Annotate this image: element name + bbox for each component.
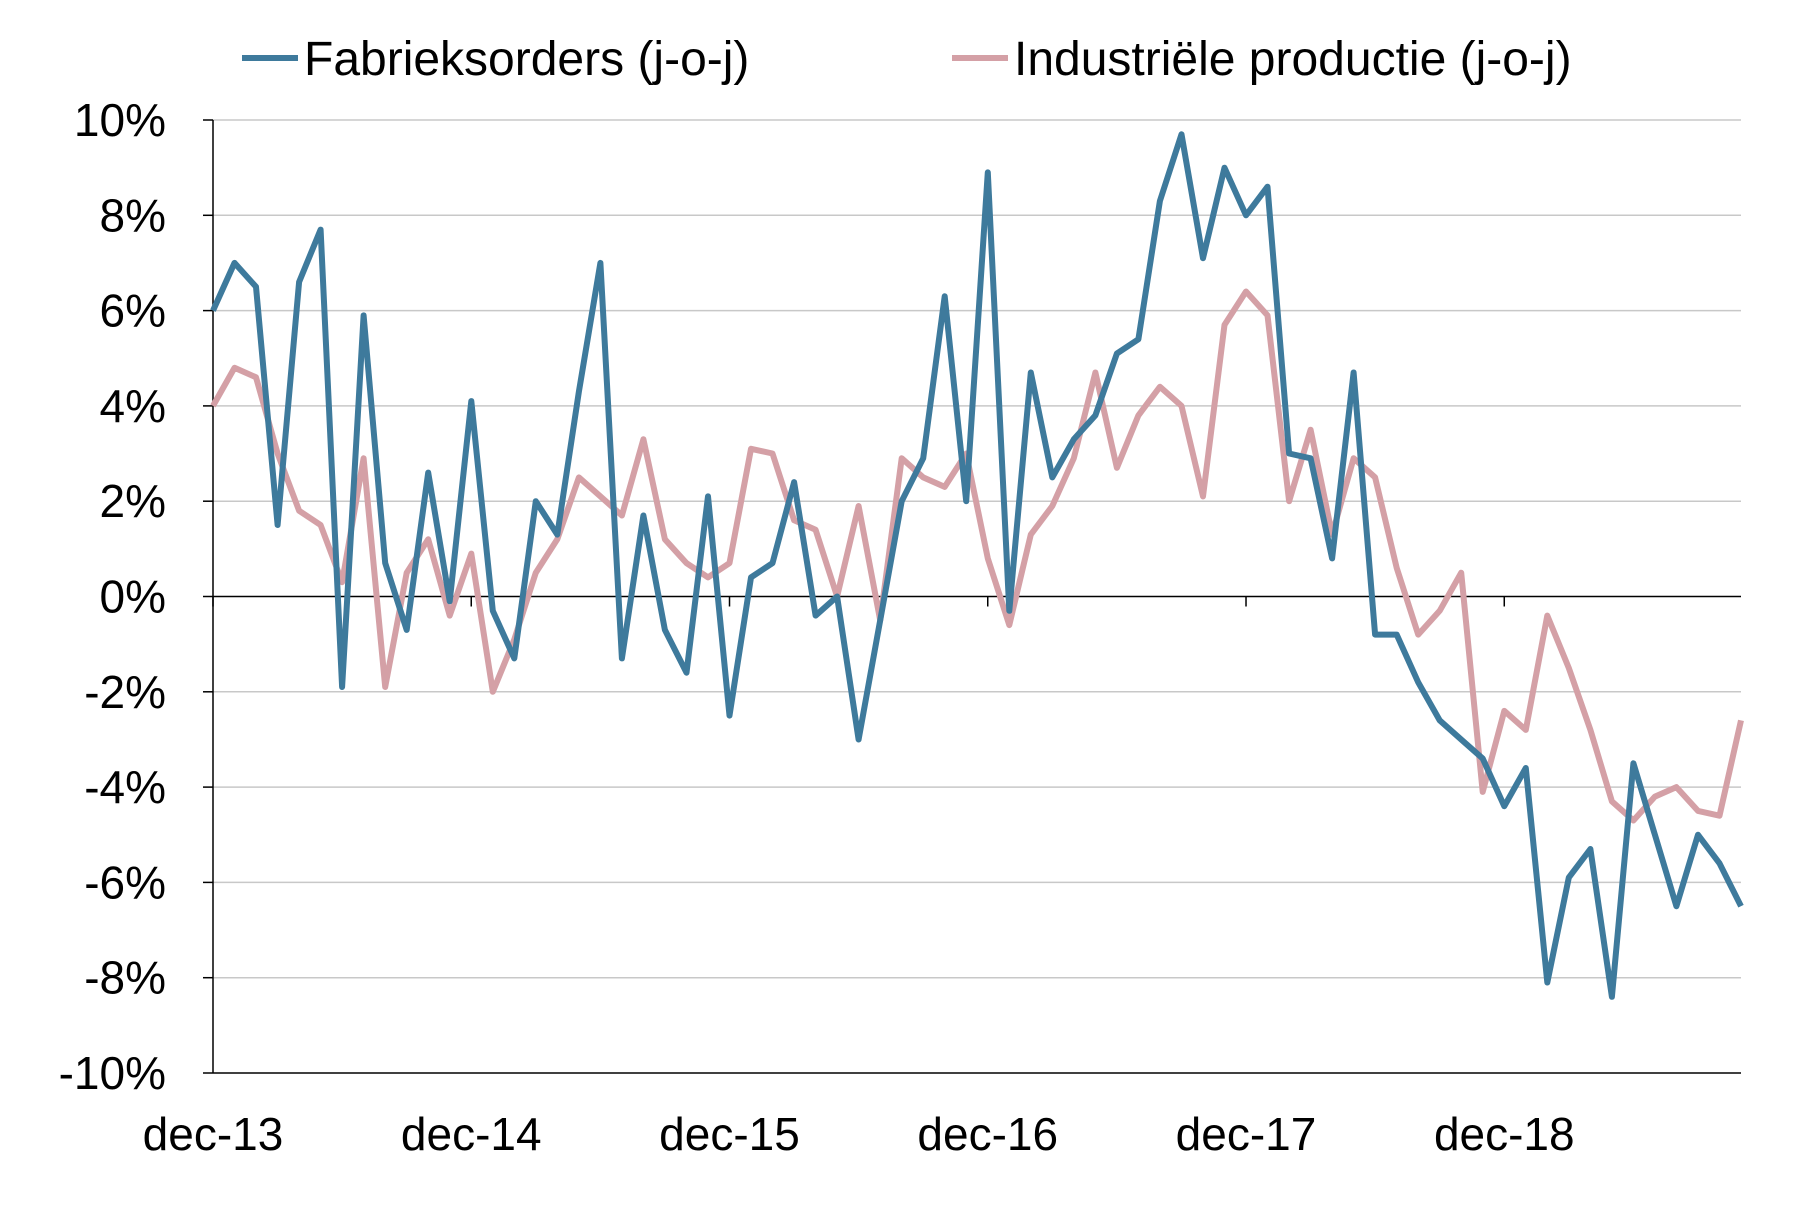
x-tick-label: dec-18 <box>1434 1108 1575 1160</box>
y-tick-label: 0% <box>100 571 166 623</box>
axes <box>203 119 1741 1074</box>
x-tick-label: dec-16 <box>917 1108 1058 1160</box>
x-tick-label: dec-13 <box>143 1108 284 1160</box>
series-lines <box>210 131 1744 1000</box>
y-tick-label: 10% <box>74 94 166 146</box>
y-tick-label: -8% <box>84 952 166 1004</box>
y-tick-label: -4% <box>84 761 166 813</box>
y-tick-label: 8% <box>100 189 166 241</box>
y-tick-label: -6% <box>84 856 166 908</box>
x-tick-label: dec-17 <box>1176 1108 1317 1160</box>
legend: Fabrieksorders (j-o-j) Industriële produ… <box>242 33 1572 86</box>
y-axis-tick-labels: 10% 8% 6% 4% 2% 0% -2% -4% -6% -8% -10% <box>59 94 166 1099</box>
series-line-fabrieksorders <box>210 131 1744 1000</box>
x-tick-label: dec-14 <box>401 1108 542 1160</box>
legend-label-fabrieksorders: Fabrieksorders (j-o-j) <box>304 33 749 86</box>
y-tick-label: 6% <box>100 285 166 337</box>
x-axis-tick-labels: dec-13 dec-14 dec-15 dec-16 dec-17 dec-18 <box>143 1108 1575 1160</box>
y-tick-label: -2% <box>84 666 166 718</box>
x-tick-label: dec-15 <box>659 1108 800 1160</box>
legend-label-industriele-productie: Industriële productie (j-o-j) <box>1014 33 1572 86</box>
series-line-industriele-productie <box>210 288 1744 824</box>
y-tick-label: 2% <box>100 475 166 527</box>
y-tick-label: 4% <box>100 380 166 432</box>
y-tick-label: -10% <box>59 1047 166 1099</box>
